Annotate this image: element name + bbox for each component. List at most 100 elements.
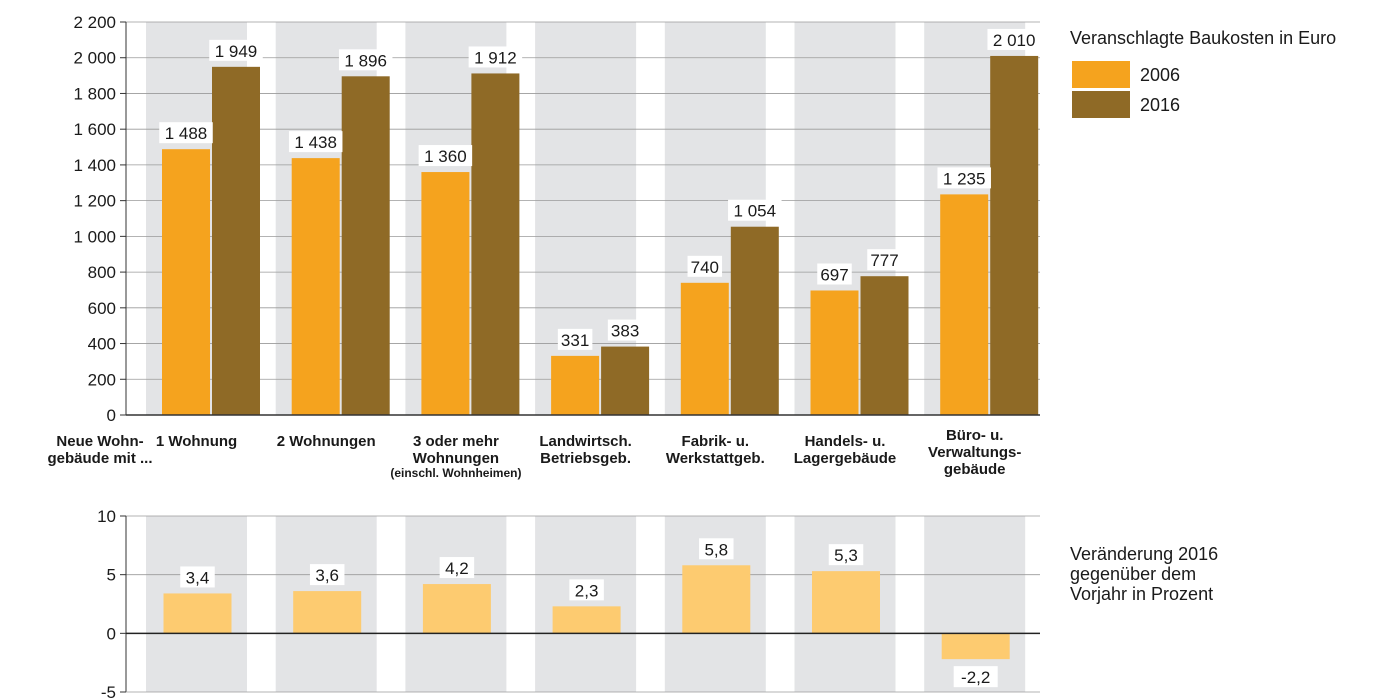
data-label-bg [309, 564, 345, 586]
data-label: 2 010 [993, 31, 1036, 50]
bar-2016 [990, 55, 1039, 415]
legend-title: Veranschlagte Baukosten in Euro [1070, 28, 1336, 48]
data-label: 1 235 [943, 169, 986, 188]
bar-2006 [940, 194, 989, 415]
bar-2016 [860, 276, 909, 415]
category-label: Handels- u. [805, 433, 886, 450]
category-label: Werkstattgeb. [666, 450, 765, 467]
y-tick-label: 10 [97, 507, 116, 526]
data-label: 331 [561, 331, 589, 350]
bar-2006 [810, 290, 859, 415]
data-label-bg [288, 131, 343, 153]
category-label: Büro- u. [946, 427, 1004, 444]
legend-swatch-2016 [1072, 91, 1130, 118]
data-label-bg [867, 249, 902, 271]
legend-swatch-2006 [1072, 61, 1130, 88]
y-tick-label: 800 [88, 263, 116, 282]
y-tick-label: 2 000 [73, 49, 116, 68]
data-label: 777 [870, 251, 898, 270]
data-label: 1 896 [344, 51, 387, 70]
y-tick-label: 200 [88, 370, 116, 389]
data-label: 1 438 [294, 133, 337, 152]
data-label: 1 054 [734, 202, 777, 221]
category-label: 1 Wohnung [156, 433, 237, 450]
tick-labels: 0 200 400 600 800 1 000 1 200 1 400 1 600 1 800 2 … [73, 13, 116, 698]
data-label: 4,2 [445, 559, 469, 578]
data-label-bg [828, 544, 864, 566]
category-label: Lagergebäude [794, 450, 897, 467]
data-label: 5,8 [704, 540, 728, 559]
change-bar [552, 606, 621, 634]
data-label: 3,6 [315, 566, 339, 585]
y-tick-label: 5 [107, 566, 116, 585]
change-caption: gegenüber dem [1070, 564, 1196, 584]
category-label: gebäude [944, 461, 1006, 478]
category-label: 2 Wohnungen [277, 433, 376, 450]
row-label: gebäude mit ... [47, 450, 152, 467]
y-tick-label: 600 [88, 299, 116, 318]
data-label-bg [699, 538, 734, 560]
y-tick-label: 1 800 [73, 84, 116, 103]
data-label: 3,4 [186, 568, 210, 587]
bar-2006 [162, 149, 210, 415]
data-label: -2,2 [961, 668, 990, 687]
data-label: 2,3 [575, 581, 599, 600]
data-label-bg [418, 145, 473, 167]
data-label: 1 949 [215, 42, 258, 61]
legend-label: 2006 [1140, 65, 1180, 85]
change-bar [163, 593, 232, 634]
data-label: 1 912 [474, 48, 517, 67]
data-label-bg [987, 28, 1041, 50]
y-tick-label: -5 [101, 683, 116, 698]
change-bar [682, 565, 751, 634]
bar-2006 [421, 172, 470, 415]
data-label: 740 [691, 258, 719, 277]
data-label-bg [953, 666, 998, 688]
data-label-bg [180, 566, 215, 588]
data-label: 5,3 [834, 546, 858, 565]
change-bar [422, 584, 491, 634]
category-band [924, 516, 1026, 692]
y-tick-label: 1 600 [73, 120, 116, 139]
data-label-bg [937, 167, 991, 189]
y-tick-label: 0 [107, 406, 116, 425]
category-labels: Neue Wohn-gebäude mit ...1 Wohnung 2 Wohn… [47, 427, 1021, 480]
change-caption: Vorjahr in Prozent [1070, 584, 1213, 604]
y-tick-label: 400 [88, 335, 116, 354]
row-label: Neue Wohn- [56, 433, 143, 450]
data-label-bg [557, 328, 593, 350]
data-label-bg [468, 46, 523, 68]
y-tick-label: 0 [107, 624, 116, 643]
y-tick-label: 1 000 [73, 227, 116, 246]
category-band [535, 516, 637, 692]
change-bar [293, 591, 362, 634]
category-label: Wohnungen [413, 450, 499, 467]
data-label-bg [607, 319, 643, 341]
data-label-bg [209, 39, 263, 61]
change-bar [941, 633, 1010, 660]
category-note: (einschl. Wohnheimen) [390, 466, 521, 480]
category-label: Betriebsgeb. [540, 450, 631, 467]
y-tick-label: 1 400 [73, 156, 116, 175]
bars [162, 55, 1039, 660]
change-bar [812, 571, 880, 634]
data-label-bg [338, 49, 393, 71]
data-label-bg [817, 263, 852, 285]
category-label: Landwirtsch. [539, 433, 632, 450]
data-labels: 1 488 1 949 1 438 1 896 1 360 1 912 331 383 740 1… [159, 28, 1041, 688]
data-label-bg [439, 557, 475, 579]
bar-2006 [551, 355, 600, 415]
data-label-bg [728, 199, 782, 221]
category-label: Verwaltungs- [928, 444, 1021, 461]
data-label: 1 360 [424, 147, 467, 166]
y-tick-label: 2 200 [73, 13, 116, 32]
bar-2006 [291, 158, 340, 415]
data-label-bg [159, 122, 213, 144]
data-label: 1 488 [165, 124, 208, 143]
data-label: 383 [611, 322, 639, 341]
category-label: Fabrik- u. [682, 433, 750, 450]
bar-2016 [212, 66, 260, 415]
bar-2016 [341, 76, 390, 416]
bar-2016 [471, 73, 520, 416]
